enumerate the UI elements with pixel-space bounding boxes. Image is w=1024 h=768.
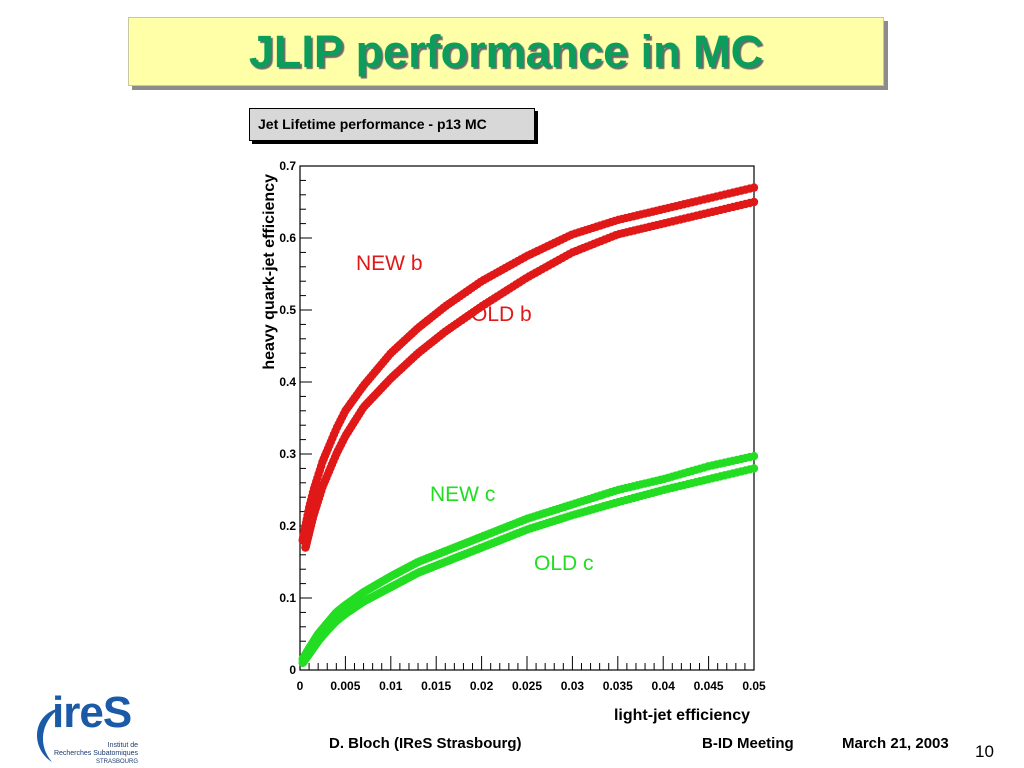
x-tick-label: 0.025 — [512, 679, 542, 693]
annotation-new-c: NEW c — [430, 483, 495, 506]
y-tick-label: 0.5 — [279, 303, 296, 317]
page-number: 10 — [975, 742, 994, 761]
footer-meeting: B-ID Meeting — [702, 735, 794, 752]
x-tick-label: 0.04 — [652, 679, 676, 693]
annotation-old-c: OLD c — [534, 552, 594, 575]
y-tick-label: 0.4 — [279, 375, 296, 389]
slide-title: JLIP performance in MC — [248, 26, 764, 77]
x-axis-label: light-jet efficiency — [614, 707, 750, 724]
x-tick-label: 0.045 — [694, 679, 724, 693]
footer-date: March 21, 2003 — [842, 735, 949, 752]
y-tick-label: 0.6 — [279, 231, 296, 245]
logo-wordmark: ireS — [52, 688, 132, 737]
annotation-new-b: NEW b — [356, 252, 423, 275]
annotation-old-b: OLD b — [471, 303, 532, 326]
x-tick-label: 0.05 — [742, 679, 766, 693]
y-tick-label: 0.2 — [279, 519, 296, 533]
footer-author: D. Bloch (IReS Strasbourg) — [329, 735, 522, 752]
x-tick-label: 0.01 — [379, 679, 403, 693]
series-old-b — [301, 197, 759, 552]
data-point-old-b — [749, 197, 759, 207]
y-tick-label: 0.3 — [279, 447, 296, 461]
series-old-c — [298, 464, 759, 667]
chart-title-box: Jet Lifetime performance - p13 MC — [249, 108, 535, 141]
x-tick-label: 0.035 — [603, 679, 633, 693]
y-axis-label: heavy quark-jet efficiency — [261, 174, 278, 370]
x-tick-label: 0.02 — [470, 679, 494, 693]
slide-title-box: JLIP performance in MC — [128, 17, 884, 86]
data-point-new-b — [749, 183, 759, 192]
logo-swoosh-icon — [37, 708, 60, 762]
x-tick-label: 0.03 — [561, 679, 585, 693]
logo-line1: Institut de — [107, 742, 138, 749]
x-tick-label: 0 — [297, 679, 304, 693]
y-tick-label: 0 — [289, 663, 296, 677]
series-new-b — [298, 183, 759, 545]
y-tick-label: 0.7 — [279, 159, 296, 173]
logo-line2: Recherches Subatomiques — [53, 750, 138, 757]
ires-logo: ireS Institut de Recherches Subatomiques… — [30, 688, 160, 768]
x-tick-label: 0.015 — [421, 679, 451, 693]
y-tick-label: 0.1 — [279, 591, 296, 605]
x-tick-label: 0.005 — [330, 679, 360, 693]
data-point-old-c — [749, 464, 759, 473]
chart-title: Jet Lifetime performance - p13 MC — [258, 116, 487, 132]
data-point-new-c — [749, 451, 759, 461]
logo-line3: STRASBOURG — [95, 759, 138, 765]
